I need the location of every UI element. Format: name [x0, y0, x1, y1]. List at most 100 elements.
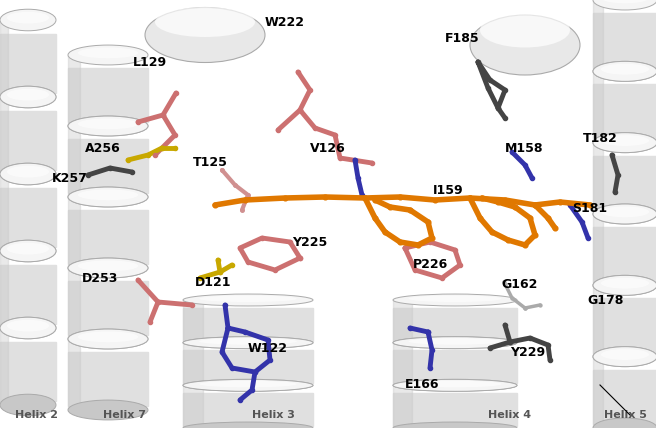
Ellipse shape	[0, 394, 56, 416]
Ellipse shape	[183, 294, 313, 306]
Polygon shape	[0, 97, 9, 174]
Ellipse shape	[7, 320, 49, 331]
Ellipse shape	[0, 163, 56, 185]
Ellipse shape	[480, 12, 570, 48]
Text: Helix 7: Helix 7	[103, 410, 146, 420]
Ellipse shape	[593, 61, 656, 81]
Polygon shape	[0, 328, 9, 405]
Polygon shape	[68, 281, 148, 336]
Ellipse shape	[593, 347, 656, 367]
Polygon shape	[593, 285, 603, 357]
Ellipse shape	[393, 337, 517, 349]
Polygon shape	[593, 0, 603, 71]
Text: E166: E166	[405, 378, 440, 392]
Ellipse shape	[199, 338, 297, 345]
Polygon shape	[183, 385, 203, 428]
Polygon shape	[393, 385, 411, 428]
Ellipse shape	[7, 89, 49, 101]
Polygon shape	[593, 71, 603, 143]
Ellipse shape	[78, 119, 138, 129]
Polygon shape	[0, 111, 56, 170]
Ellipse shape	[183, 379, 313, 391]
Text: V126: V126	[310, 142, 346, 155]
Polygon shape	[0, 265, 56, 324]
Polygon shape	[68, 197, 80, 268]
Polygon shape	[393, 351, 517, 383]
Ellipse shape	[593, 418, 656, 428]
Ellipse shape	[593, 133, 656, 153]
Ellipse shape	[78, 261, 138, 271]
Ellipse shape	[68, 116, 148, 136]
Ellipse shape	[155, 7, 255, 37]
Text: Helix 2: Helix 2	[15, 410, 58, 420]
Text: P226: P226	[413, 259, 447, 271]
Ellipse shape	[393, 379, 517, 391]
Polygon shape	[183, 300, 203, 343]
Polygon shape	[593, 298, 656, 353]
Polygon shape	[183, 343, 203, 385]
Ellipse shape	[0, 240, 56, 262]
Ellipse shape	[601, 349, 649, 360]
Ellipse shape	[601, 135, 649, 146]
Ellipse shape	[470, 15, 580, 75]
Polygon shape	[68, 210, 148, 265]
Polygon shape	[593, 227, 656, 282]
Text: Y229: Y229	[510, 345, 546, 359]
Ellipse shape	[593, 275, 656, 295]
Ellipse shape	[601, 278, 649, 288]
Ellipse shape	[68, 329, 148, 349]
Text: D121: D121	[195, 276, 232, 288]
Ellipse shape	[593, 61, 656, 81]
Ellipse shape	[0, 86, 56, 108]
Ellipse shape	[199, 381, 297, 387]
Ellipse shape	[593, 133, 656, 153]
Ellipse shape	[0, 163, 56, 185]
Polygon shape	[593, 357, 603, 428]
Ellipse shape	[68, 258, 148, 278]
Ellipse shape	[593, 204, 656, 224]
Ellipse shape	[68, 258, 148, 278]
Text: D253: D253	[82, 271, 118, 285]
Ellipse shape	[593, 204, 656, 224]
Polygon shape	[593, 214, 603, 285]
Ellipse shape	[78, 332, 138, 342]
Text: L129: L129	[133, 56, 167, 68]
Ellipse shape	[409, 295, 501, 302]
Ellipse shape	[0, 317, 56, 339]
Text: G178: G178	[588, 294, 625, 306]
Polygon shape	[68, 139, 148, 193]
Polygon shape	[0, 174, 9, 251]
Text: T125: T125	[193, 157, 228, 169]
Text: Helix 5: Helix 5	[604, 410, 647, 420]
Text: W222: W222	[265, 15, 305, 29]
Text: A256: A256	[85, 142, 121, 155]
Ellipse shape	[0, 317, 56, 339]
Polygon shape	[183, 308, 313, 341]
Ellipse shape	[393, 337, 517, 349]
Text: G162: G162	[502, 279, 538, 291]
Ellipse shape	[145, 8, 265, 62]
Polygon shape	[393, 308, 517, 341]
Ellipse shape	[68, 400, 148, 420]
Ellipse shape	[593, 0, 656, 10]
Ellipse shape	[0, 240, 56, 262]
Ellipse shape	[7, 166, 49, 178]
Text: S181: S181	[573, 202, 607, 214]
Polygon shape	[0, 342, 56, 401]
Polygon shape	[0, 188, 56, 247]
Ellipse shape	[593, 275, 656, 295]
Ellipse shape	[393, 422, 517, 428]
Polygon shape	[68, 339, 80, 410]
Ellipse shape	[78, 48, 138, 58]
Polygon shape	[68, 68, 148, 122]
Polygon shape	[68, 352, 148, 407]
Ellipse shape	[0, 9, 56, 31]
Polygon shape	[393, 393, 517, 426]
Polygon shape	[593, 369, 656, 425]
Text: Helix 4: Helix 4	[488, 410, 531, 420]
Ellipse shape	[393, 379, 517, 391]
Text: F185: F185	[445, 32, 480, 45]
Polygon shape	[393, 300, 411, 343]
Ellipse shape	[183, 337, 313, 349]
Ellipse shape	[0, 86, 56, 108]
